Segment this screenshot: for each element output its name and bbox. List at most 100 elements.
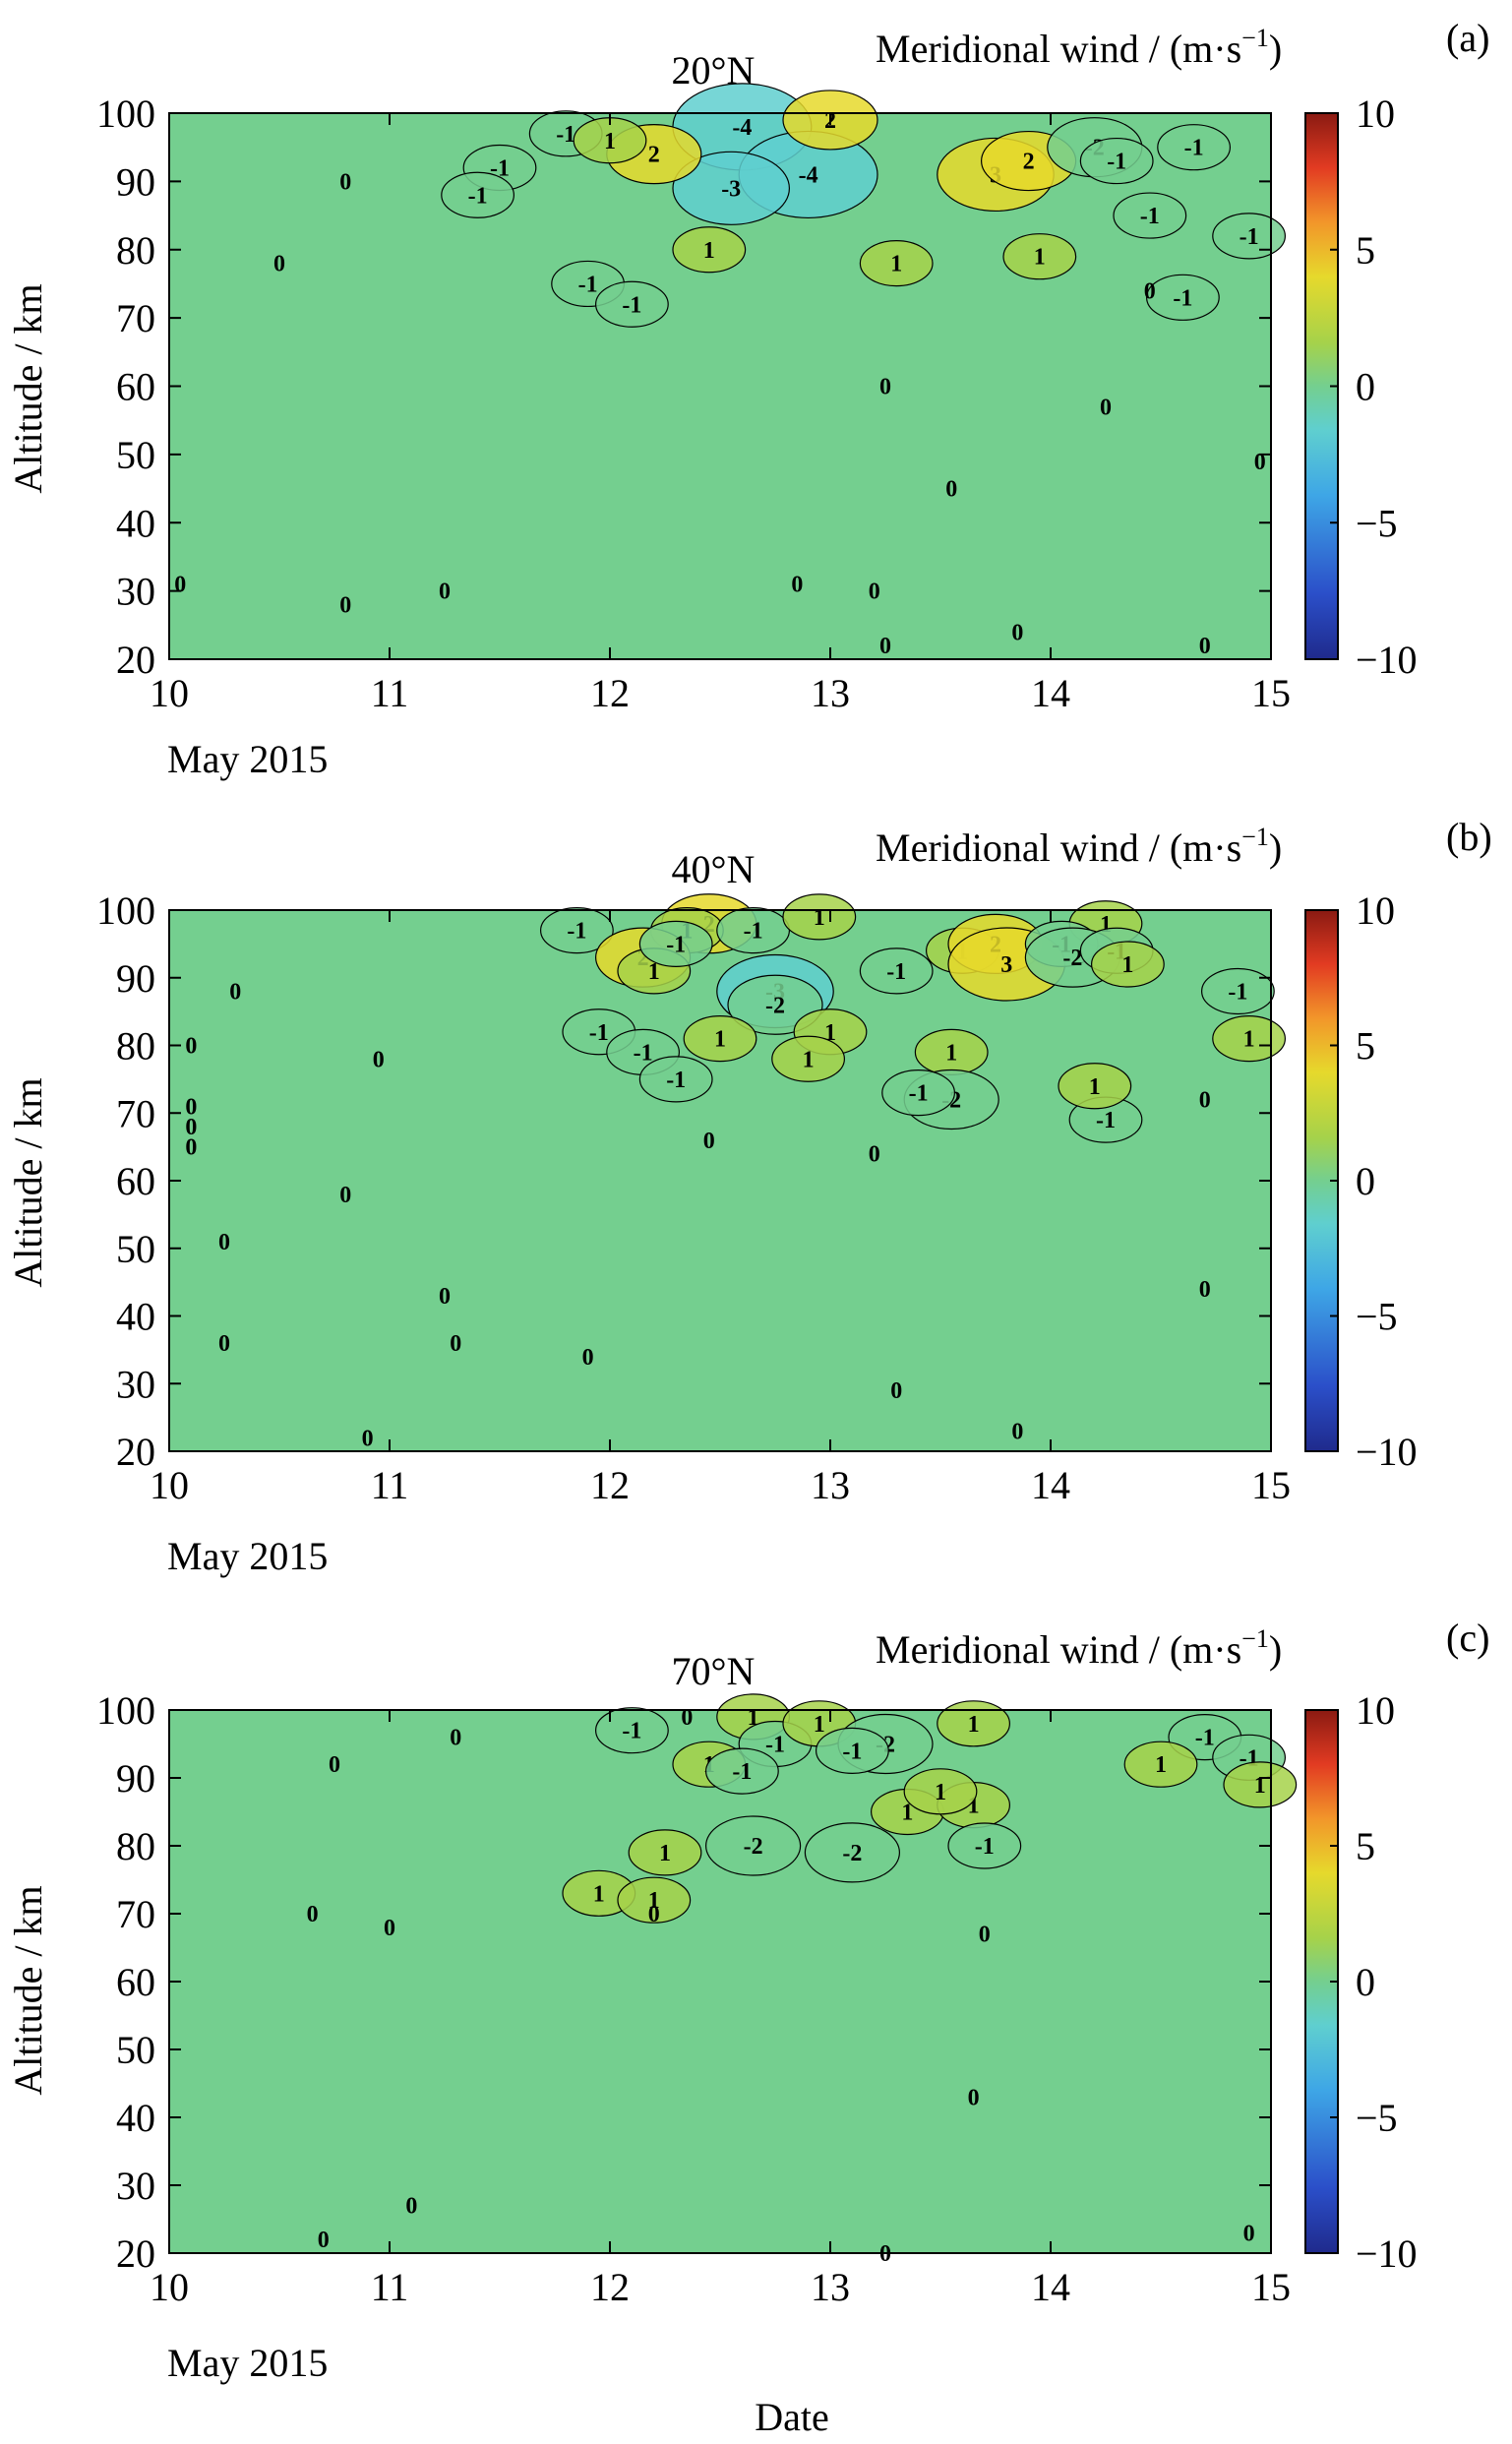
panel-c-contour-label: 1 <box>1254 1773 1266 1799</box>
panel-c-contour-region <box>705 1747 779 1795</box>
panel-c-contour-label: -1 <box>622 1719 641 1744</box>
panel-c-contour-label: -1 <box>842 1739 862 1764</box>
panel-b-contour-region <box>638 1056 713 1103</box>
panel-b-contour-label: 1 <box>1243 1027 1255 1053</box>
panel-c-month-label: May 2015 <box>167 2341 328 2385</box>
panel-a-contour-label: -1 <box>1173 285 1192 311</box>
panel-a-contour-label: 2 <box>648 143 660 168</box>
panel-b-colorbar-tick-label: 0 <box>1356 1159 1375 1203</box>
panel-c-contour-region <box>595 1707 669 1754</box>
panel-c-y-tick-label: 50 <box>116 2028 155 2072</box>
panel-a-contour-label: 1 <box>1034 245 1046 271</box>
panel-b-colorbar-tick-label: −5 <box>1356 1295 1398 1339</box>
panel-c-contour-label: 1 <box>901 1801 913 1826</box>
panel-a-y-tick-label: 100 <box>96 92 155 136</box>
colorbar-title-exponent: −1 <box>1241 1624 1269 1653</box>
panel-b-contour-label: 3 <box>1000 952 1012 978</box>
panel-a-contour-region <box>1145 274 1220 321</box>
panel-a: -1-4-4-322132-2-1-1-1-1-1-1111-1-10-1000… <box>6 16 1489 781</box>
panel-b-y-tick-label: 80 <box>116 1024 155 1069</box>
panel-a-contour-label: 2 <box>1023 150 1035 175</box>
panel-b-contour-region <box>859 947 934 995</box>
panel-c-contour-label: 1 <box>648 1888 660 1914</box>
panel-c-y-tick-label: 60 <box>116 1960 155 2004</box>
panel-c-x-tick-label: 10 <box>150 2265 189 2309</box>
panel-b-y-tick-label: 90 <box>116 956 155 1001</box>
panel-b-colorbar-tick-label: −10 <box>1356 1430 1418 1474</box>
panel-a-colorbar-tick-label: −10 <box>1356 638 1418 682</box>
panel-b-y-tick-label: 30 <box>116 1362 155 1406</box>
panel-a-y-tick-label: 80 <box>116 228 155 273</box>
panel-b-contour-region <box>1090 941 1165 988</box>
panel-a-contour-label: 0 <box>439 580 451 605</box>
panel-a-contour-region <box>672 226 747 274</box>
panel-b-contour-region <box>782 893 857 941</box>
panel-c-title: 70°N <box>672 1649 756 1693</box>
panel-c-colorbar-tick-label: −10 <box>1356 2231 1418 2276</box>
panel-b-y-tick-label: 100 <box>96 888 155 933</box>
colorbar-title-exponent: −1 <box>1241 823 1269 851</box>
panel-b-contour-label: 0 <box>582 1345 594 1371</box>
panel-c-contour-region <box>804 1822 901 1883</box>
panel-a-contour-label: 0 <box>339 169 351 195</box>
panel-c-colorbar-tick-label: −5 <box>1356 2096 1398 2140</box>
panel-b-contour-label: 1 <box>803 1047 815 1072</box>
panel-c-y-tick-label: 70 <box>116 1892 155 1936</box>
panel-b-contour-label: 0 <box>1199 1088 1211 1114</box>
panel-a-contour-label: 0 <box>1144 278 1156 304</box>
panel-a-contour-region <box>595 280 669 328</box>
panel-c-y-tick-label: 100 <box>96 1688 155 1733</box>
panel-a-contour-label: -4 <box>732 115 752 141</box>
panel-c-x-tick-label: 11 <box>371 2265 409 2309</box>
panel-b-contour-label: 0 <box>362 1426 374 1451</box>
panel-c-colorbar-tick-label: 10 <box>1356 1688 1395 1733</box>
panel-b-x-tick-label: 10 <box>150 1463 189 1507</box>
panel-a-contour-label: 0 <box>339 593 351 619</box>
panel-c-contour-label: 1 <box>659 1841 671 1866</box>
panel-b-contour-label: -1 <box>909 1081 929 1107</box>
panel-c-tag: (c) <box>1446 1616 1489 1660</box>
panel-c-contour-region <box>1223 1761 1298 1808</box>
panel-a-colorbar-tick-label: 5 <box>1356 228 1375 273</box>
panel-a-contour-label: -1 <box>556 122 575 148</box>
panel-b-contour-region <box>683 1015 757 1063</box>
panel-a-contour-label: 1 <box>604 129 616 154</box>
panel-a-contour-region <box>672 151 791 225</box>
colorbar-title-text: Meridional wind / (m·s <box>876 1627 1241 1672</box>
panel-c-contour-region <box>1123 1741 1198 1788</box>
panel-b-colorbar-title: Meridional wind / (m·s−1) <box>876 823 1282 870</box>
panel-c-field <box>169 1710 1271 2253</box>
panel-c-contour-region <box>937 1700 1010 1747</box>
panel-c-y-tick-label: 40 <box>116 2096 155 2140</box>
panel-a-contour-label: -1 <box>468 183 488 209</box>
panel-b-contour-label: -1 <box>1228 980 1247 1006</box>
panel-b-contour-label: -2 <box>765 993 785 1018</box>
panel-a-contour-label: 0 <box>273 252 285 277</box>
panel-a-contour-label: -1 <box>1184 136 1204 161</box>
panel-b-month-label: May 2015 <box>167 1534 328 1578</box>
panel-c-contour-label: 0 <box>979 1923 991 1948</box>
panel-b-contour-label: 0 <box>185 1135 197 1161</box>
panel-c-contour-label: -2 <box>744 1834 763 1860</box>
panel-a-contour-label: 0 <box>945 477 957 503</box>
panel-a-x-tick-label: 12 <box>590 671 630 715</box>
panel-a-contour-region <box>1079 137 1154 185</box>
panel-a-contour-region <box>1113 192 1187 239</box>
panel-c-x-tick-label: 14 <box>1031 2265 1070 2309</box>
colorbar-title-exponent: −1 <box>1241 24 1269 52</box>
panel-b-contour-label: 0 <box>1011 1419 1023 1444</box>
panel-a-contour-label: -3 <box>721 176 741 202</box>
panel-c-contour-label: 0 <box>307 1902 319 1927</box>
panel-c-contour-label: -1 <box>1195 1726 1215 1751</box>
panel-b-contour-label: 0 <box>439 1284 451 1310</box>
panel-a-x-tick-label: 11 <box>371 671 409 715</box>
panel-b-contour-label: 0 <box>185 1115 197 1140</box>
colorbar-title-close: ) <box>1269 825 1282 870</box>
panel-c-y-tick-label: 80 <box>116 1824 155 1868</box>
panel-b-contour-region <box>727 974 823 1035</box>
panel-b-contour-label: 0 <box>185 1094 197 1120</box>
panel-c-contour-label: 1 <box>814 1712 825 1738</box>
panel-c-contour-region <box>816 1727 889 1775</box>
panel-c-contour-label: 0 <box>648 1902 660 1927</box>
